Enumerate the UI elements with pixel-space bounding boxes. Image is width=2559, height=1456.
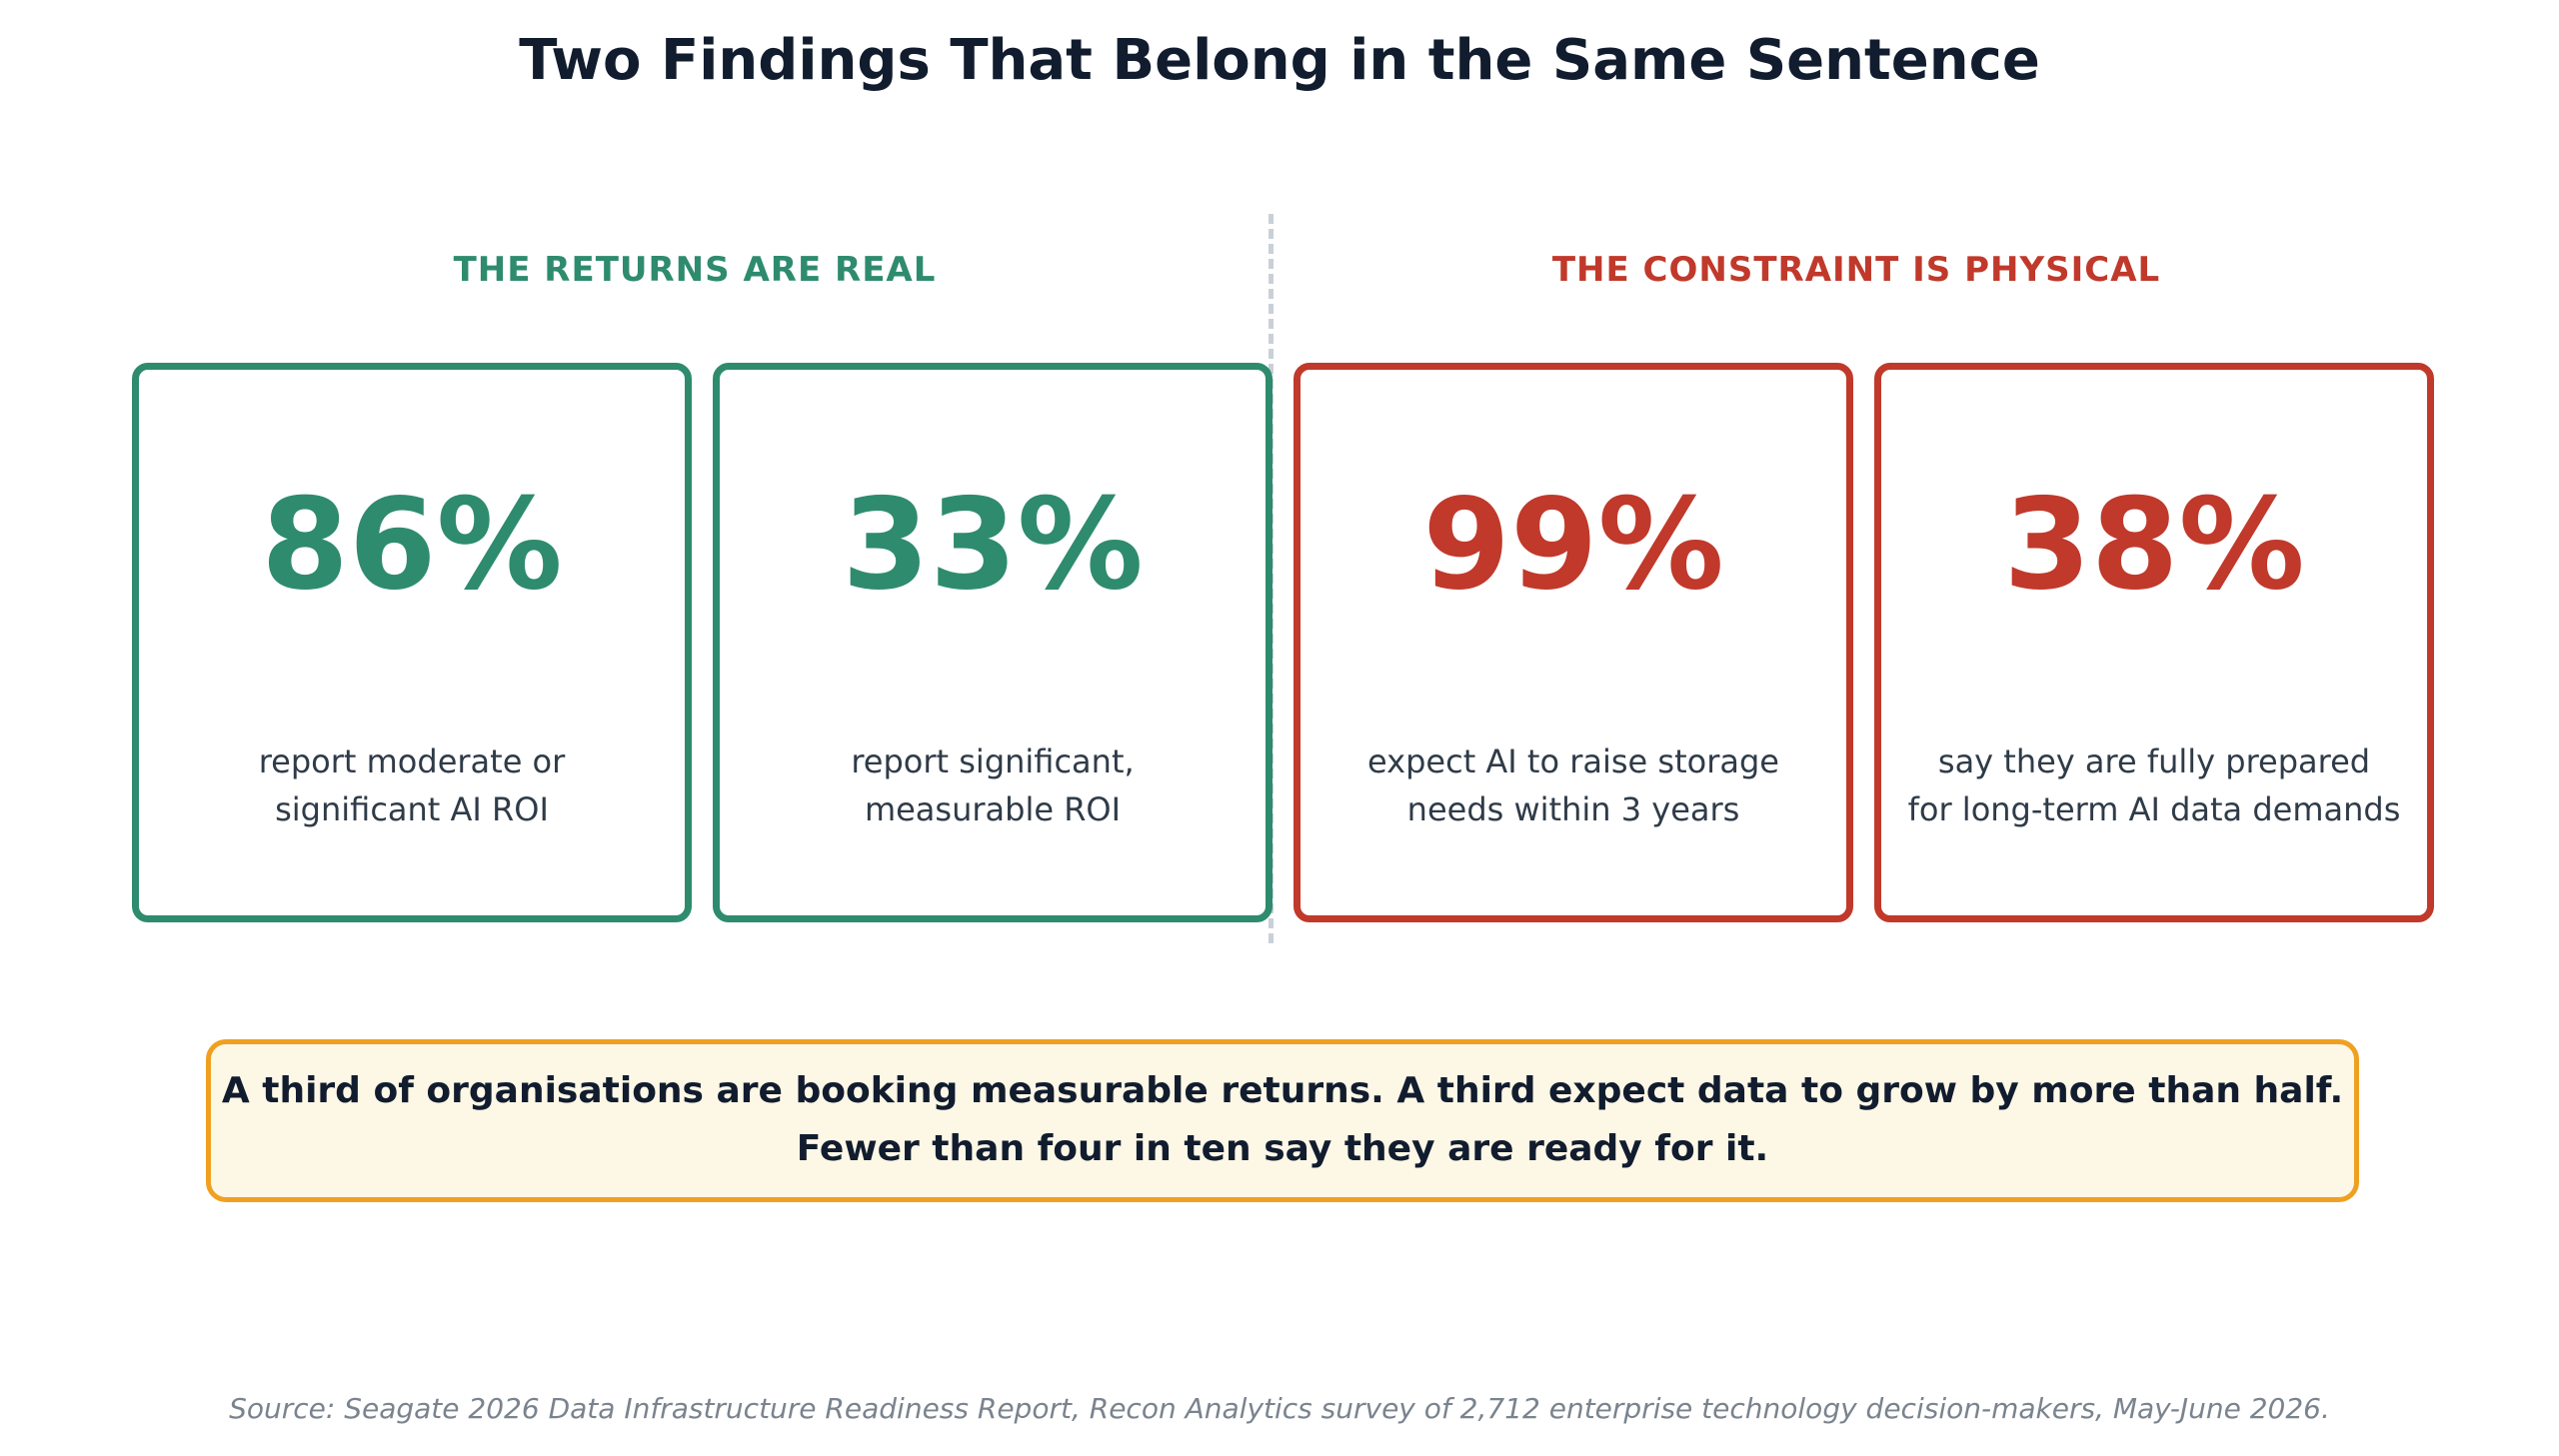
stat-description-line: report moderate or	[258, 742, 566, 780]
stat-description-line: report significant,	[851, 742, 1135, 780]
page-title: Two Findings That Belong in the Same Sen…	[519, 28, 2040, 93]
stat-value: 86%	[261, 471, 563, 618]
section-label-constraint: THE CONSTRAINT IS PHYSICAL	[1551, 250, 2161, 290]
callout-line: A third of organisations are booking mea…	[221, 1070, 2344, 1111]
stat-description-line: needs within 3 years	[1406, 790, 1740, 828]
stat-card-measurable-roi: 33% report significant, measurable ROI	[713, 363, 1273, 922]
callout-line: Fewer than four in ten say they are read…	[796, 1128, 1769, 1169]
stat-description: expect AI to raise storage needs within …	[1320, 737, 1826, 833]
summary-callout: A third of organisations are booking mea…	[206, 1039, 2359, 1202]
stat-value: 38%	[2003, 471, 2305, 618]
stat-card-ai-roi: 86% report moderate or significant AI RO…	[132, 363, 692, 922]
stat-description: say they are fully prepared for long-ter…	[1901, 737, 2407, 833]
source-note: Source: Seagate 2026 Data Infrastructure…	[229, 1392, 2330, 1425]
stat-description-line: for long-term AI data demands	[1907, 790, 2401, 828]
stat-description-line: significant AI ROI	[275, 790, 549, 828]
stat-description-line: measurable ROI	[864, 790, 1122, 828]
stat-description-line: expect AI to raise storage	[1367, 742, 1779, 780]
stat-description-line: say they are fully prepared	[1937, 742, 2371, 780]
stat-description: report moderate or significant AI ROI	[159, 737, 665, 833]
stat-value: 33%	[842, 471, 1144, 618]
stat-description: report significant, measurable ROI	[740, 737, 1246, 833]
stat-value: 99%	[1422, 471, 1724, 618]
section-label-returns: THE RETURNS ARE REAL	[453, 250, 937, 290]
stat-card-storage-needs: 99% expect AI to raise storage needs wit…	[1293, 363, 1853, 922]
stat-card-fully-prepared: 38% say they are fully prepared for long…	[1874, 363, 2434, 922]
